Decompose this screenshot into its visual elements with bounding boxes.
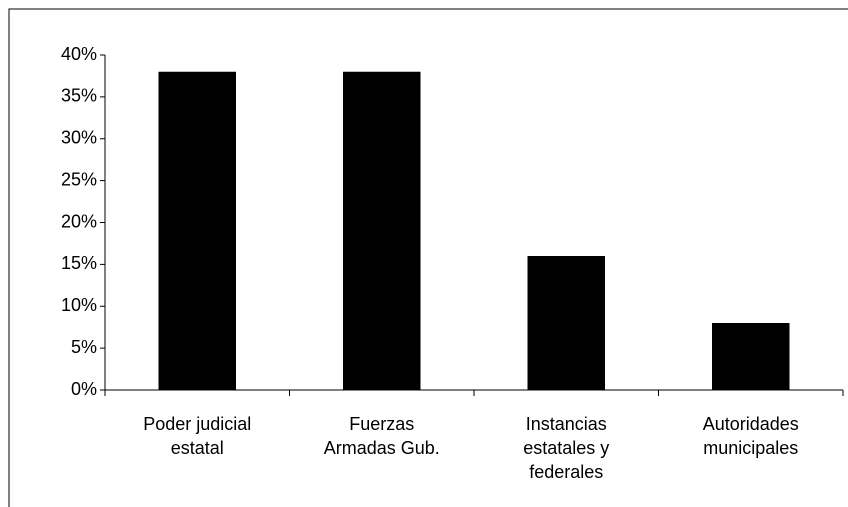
x-tick-label: Poder judicial estatal bbox=[143, 414, 252, 458]
y-tick-label: 35% bbox=[61, 86, 97, 106]
y-tick-label: 30% bbox=[61, 128, 97, 148]
x-tick-label: Fuerzas Armadas Gub. bbox=[323, 414, 440, 458]
bar bbox=[527, 256, 605, 390]
bar bbox=[158, 71, 236, 390]
y-tick-label: 40% bbox=[61, 44, 97, 64]
chart-frame bbox=[8, 8, 848, 507]
y-tick-label: 5% bbox=[71, 337, 97, 357]
x-tick-label: Autoridades municipales bbox=[702, 414, 799, 458]
y-tick-label: 20% bbox=[61, 211, 97, 231]
y-tick-label: 15% bbox=[61, 253, 97, 273]
y-tick-label: 10% bbox=[61, 295, 97, 315]
y-tick-label: 0% bbox=[71, 379, 97, 399]
x-tick-label: Instancias estatales y federales bbox=[523, 414, 610, 482]
bar bbox=[712, 323, 790, 390]
bar bbox=[343, 71, 421, 390]
y-tick-label: 25% bbox=[61, 169, 97, 189]
